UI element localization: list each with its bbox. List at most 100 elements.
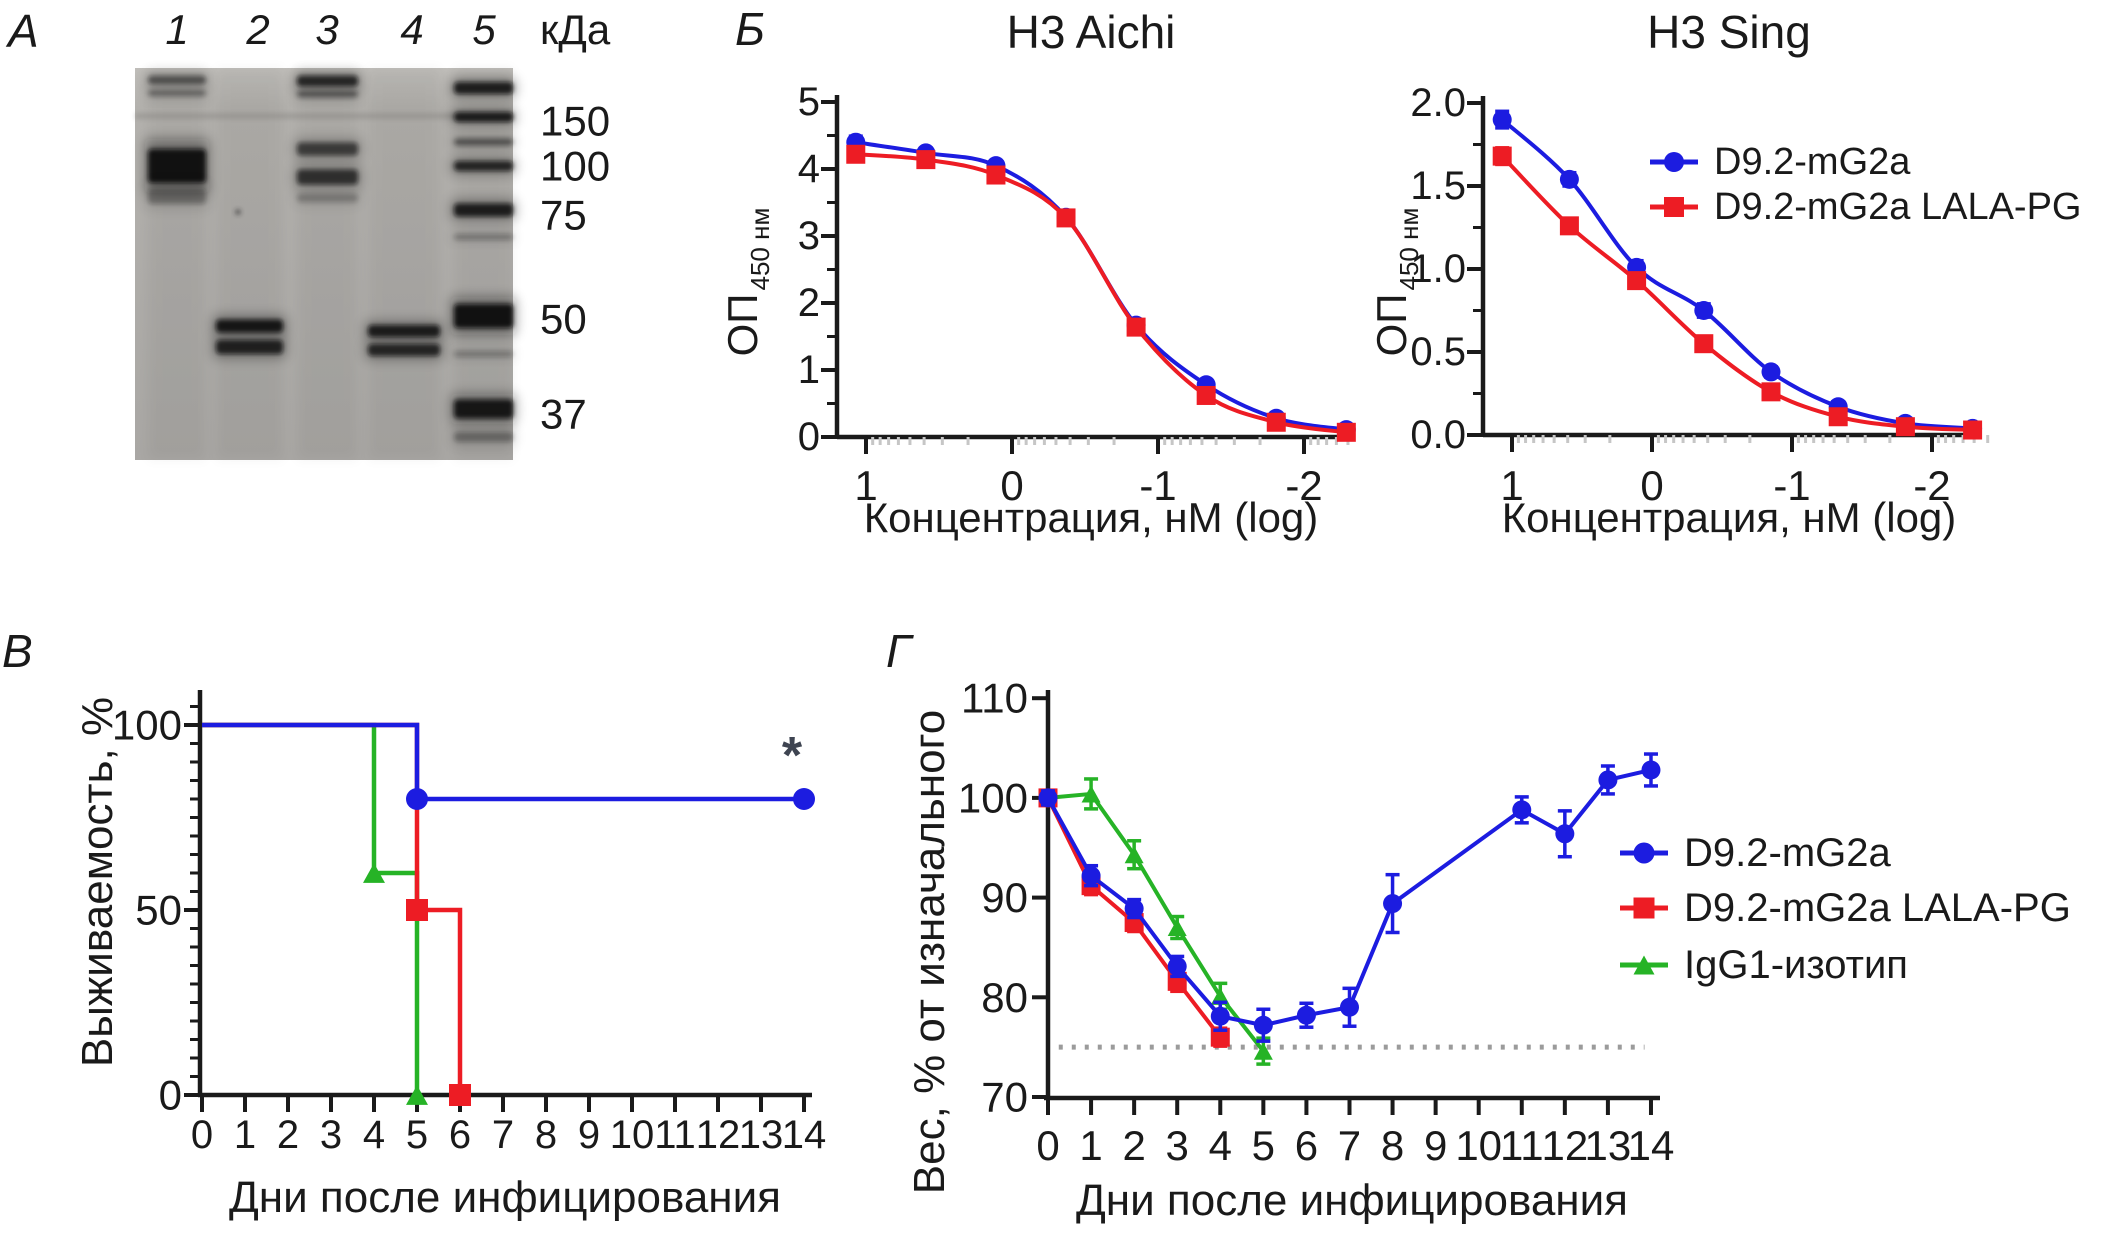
- gel-speck: [235, 209, 241, 215]
- x-tick-label: -1: [1139, 462, 1176, 509]
- x-tick-label: 10: [1455, 1122, 1502, 1169]
- x-tick-label: -1: [1773, 462, 1810, 509]
- kda-mark: 75: [540, 192, 587, 239]
- gel-band: [454, 234, 513, 240]
- y-tick-label: 3: [798, 214, 820, 258]
- y-tick-label: 110: [961, 675, 1028, 722]
- x-axis-label: Концентрация, нМ (log): [1502, 494, 1957, 541]
- gel-band: [297, 75, 358, 87]
- data-point-triangle: [363, 863, 385, 883]
- data-point-square: [1492, 146, 1512, 166]
- data-point-square: [406, 899, 428, 921]
- data-point-circle: [1296, 1005, 1316, 1025]
- gel-band: [454, 138, 513, 146]
- gel-lane-label: 4: [400, 6, 423, 53]
- x-tick-label: 4: [363, 1113, 385, 1157]
- gel-band: [454, 432, 513, 442]
- legend-marker: [1664, 152, 1684, 172]
- gel-band: [148, 149, 206, 183]
- kda-mark: 50: [540, 296, 587, 343]
- data-point-circle: [1761, 362, 1781, 382]
- x-tick-label: 7: [1338, 1122, 1361, 1169]
- gel-band: [454, 161, 513, 171]
- gel-band: [368, 325, 440, 337]
- x-tick-label: 3: [1166, 1122, 1189, 1169]
- x-tick-label: 8: [1381, 1122, 1404, 1169]
- data-point-circle: [406, 788, 428, 810]
- data-point-circle: [793, 788, 815, 810]
- legend-item: IgG1-изотип: [1620, 943, 1908, 987]
- data-point-square: [1336, 422, 1356, 442]
- chart-title: H3 Sing: [1647, 6, 1811, 58]
- y-tick-label: 50: [135, 887, 182, 934]
- x-tick-label: 12: [1541, 1122, 1588, 1169]
- series-D9.2-mG2a: [846, 132, 1356, 440]
- x-axis-label: Дни после инфицирования: [229, 1173, 781, 1222]
- data-point-circle: [1038, 788, 1058, 808]
- data-point-triangle: [1081, 785, 1101, 803]
- gel-band: [148, 188, 206, 204]
- kda-mark: 100: [540, 143, 610, 190]
- legend-item: D9.2-mG2a: [1620, 831, 1891, 875]
- y-tick-label: 0.5: [1410, 330, 1466, 374]
- x-axis-label: Концентрация, нМ (log): [864, 494, 1319, 541]
- series-line: [202, 722, 420, 1095]
- panel-label-a: А: [8, 5, 39, 57]
- series-IgG1--: [202, 722, 428, 1105]
- gel-band: [454, 112, 513, 122]
- data-point-square: [1056, 208, 1076, 228]
- y-tick-label: 100: [958, 774, 1028, 821]
- gel-smear: [135, 113, 513, 119]
- x-tick-label: 0: [1000, 462, 1023, 509]
- x-tick-label: 7: [492, 1113, 514, 1157]
- x-tick-label: 6: [449, 1113, 471, 1157]
- y-tick-label: 0.0: [1410, 413, 1466, 457]
- series-D9.2-mG2a: [1038, 752, 1661, 1043]
- y-axis-label: Вес, % от изначального: [905, 710, 954, 1194]
- x-tick-label: 13: [739, 1113, 784, 1157]
- x-tick-label: 0: [1036, 1122, 1059, 1169]
- y-tick-label: 0: [798, 415, 820, 459]
- gel-band: [216, 319, 283, 333]
- data-point-circle: [1559, 169, 1579, 189]
- panel-label-v: В: [2, 625, 33, 677]
- kda-mark: 150: [540, 98, 610, 145]
- panel-label-g: Г: [886, 625, 912, 677]
- gel-band: [148, 75, 206, 85]
- y-tick-label: 4: [798, 147, 820, 191]
- series-line: [855, 140, 1347, 432]
- gel-band: [454, 304, 513, 328]
- gel-lane-streak: [368, 68, 440, 460]
- legend-marker: [1633, 842, 1655, 864]
- y-tick-label: 1.5: [1410, 164, 1466, 208]
- data-point-circle: [1383, 894, 1403, 914]
- gel-band: [297, 169, 358, 185]
- x-tick-label: 11: [654, 1113, 696, 1157]
- data-point-square: [1761, 382, 1781, 402]
- x-tick-label: 14: [1628, 1122, 1675, 1169]
- x-tick-label: 1: [854, 462, 877, 509]
- data-point-circle: [1124, 899, 1144, 919]
- data-point-circle: [1339, 997, 1359, 1017]
- data-point-square: [986, 165, 1006, 185]
- legend-label: D9.2-mG2a: [1684, 831, 1891, 875]
- legend-item: D9.2-mG2a LALA-PG: [1620, 886, 2071, 930]
- gel-band: [454, 203, 513, 217]
- y-tick-label: 1: [798, 348, 820, 392]
- data-point-circle: [1694, 301, 1714, 320]
- x-tick-label: 2: [1122, 1122, 1145, 1169]
- series-D9.2-mG2a: [202, 722, 815, 810]
- x-tick-label: 13: [1585, 1122, 1632, 1169]
- data-point-square: [1963, 420, 1983, 440]
- data-point-circle: [1210, 1006, 1230, 1026]
- legend-label: D9.2-mG2a: [1714, 141, 1911, 183]
- legend-item: D9.2-mG2a LALA-PG: [1650, 186, 2081, 228]
- legend-label: IgG1-изотип: [1684, 943, 1908, 987]
- chart-title: H3 Aichi: [1007, 6, 1176, 58]
- data-point-square: [1196, 385, 1216, 405]
- kda-mark: 37: [540, 391, 587, 438]
- y-tick-label: 2: [798, 281, 820, 325]
